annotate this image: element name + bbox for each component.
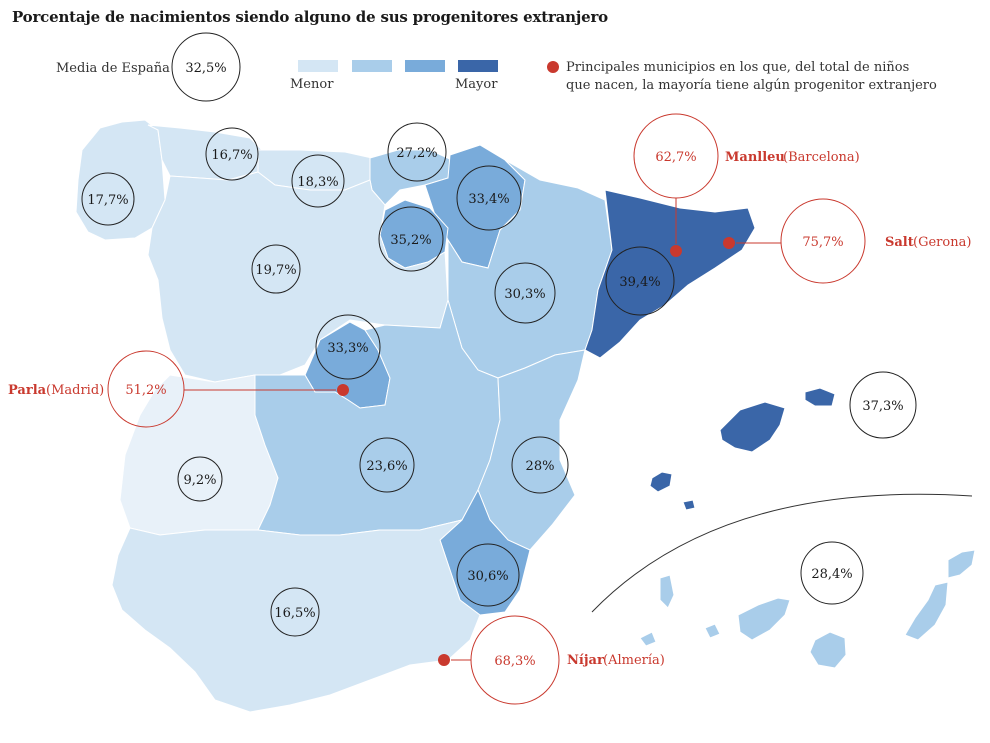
label-navarra: 33,4%: [468, 192, 509, 207]
circle-aragon: [494, 262, 556, 324]
region-valencia: [477, 349, 586, 551]
nijar-value: 68,3%: [494, 654, 535, 669]
nijar-province: (Almería): [603, 653, 665, 668]
region-cataluna: [584, 189, 756, 359]
parla-dot-icon: [337, 384, 349, 396]
region-extremadura: [119, 374, 279, 536]
region-ibiza: [649, 471, 673, 493]
region-menorca: [804, 387, 836, 407]
regions: [75, 119, 976, 713]
label-asturias: 16,7%: [211, 148, 252, 163]
manlleu-value: 62,7%: [655, 150, 696, 165]
circle-navarra: [456, 165, 522, 231]
label-castilla-la-mancha: 23,6%: [366, 459, 407, 474]
legend-swatch-3: [405, 60, 445, 72]
region-mallorca: [719, 401, 786, 453]
callout-salt: 75,7% Salt (Gerona): [723, 198, 971, 284]
average-circle: [171, 32, 241, 102]
label-cantabria: 18,3%: [297, 175, 338, 190]
label-cataluna: 39,4%: [619, 275, 660, 290]
parla-circle: [107, 350, 185, 428]
circle-madrid: [315, 314, 381, 380]
map-title: Porcentaje de nacimientos siendo alguno …: [12, 8, 608, 26]
region-castilla-leon: [147, 171, 449, 383]
label-aragon: 30,3%: [504, 287, 545, 302]
salt-dot-icon: [723, 237, 735, 249]
legend-swatch-1: [298, 60, 338, 72]
label-canarias: 28,4%: [811, 567, 852, 582]
salt-province: (Gerona): [913, 235, 971, 250]
circle-andalucia: [270, 587, 320, 637]
salt-circle: [780, 198, 866, 284]
label-baleares: 37,3%: [862, 399, 903, 414]
region-la-palma: [659, 574, 675, 609]
callout-parla: 51,2% Parla (Madrid): [8, 350, 349, 428]
region-circles: [81, 122, 917, 637]
circle-canarias: [800, 541, 864, 605]
label-la-rioja: 35,2%: [390, 233, 431, 248]
region-fuerteventura: [904, 581, 949, 641]
label-madrid: 33,3%: [327, 341, 368, 356]
region-galicia: [75, 119, 166, 241]
canarias-separator: [591, 493, 973, 613]
region-tenerife: [737, 597, 791, 641]
manlleu-name: Manlleu: [725, 150, 785, 165]
manlleu-province: (Barcelona): [783, 150, 860, 165]
circle-baleares: [849, 371, 917, 439]
region-el-hierro: [639, 631, 657, 647]
legend-swatch-4: [458, 60, 498, 72]
circle-castilla-leon: [251, 244, 301, 294]
label-valencia: 28%: [526, 459, 555, 474]
circle-pais-vasco: [387, 122, 447, 182]
legend-dot-icon: [547, 61, 559, 73]
legend: Media de España 32,5% Menor Mayor Princi…: [56, 32, 937, 102]
average-value: 32,5%: [185, 61, 226, 76]
circle-cataluna: [605, 246, 675, 316]
circle-extremadura: [177, 456, 223, 502]
legend-high-label: Mayor: [455, 77, 498, 92]
region-labels: 17,7% 16,7% 18,3% 27,2% 33,4% 35,2% 19,7…: [87, 146, 903, 621]
manlleu-dot-icon: [670, 245, 682, 257]
parla-province: (Madrid): [46, 383, 104, 398]
label-castilla-leon: 19,7%: [255, 263, 296, 278]
legend-dot-text-1: Principales municipios en los que, del t…: [566, 60, 909, 75]
circle-la-rioja: [378, 206, 444, 272]
region-lanzarote: [947, 549, 976, 579]
region-gomera: [704, 623, 721, 639]
circle-cantabria: [291, 154, 345, 208]
circle-valencia: [511, 436, 569, 494]
label-murcia: 30,6%: [467, 569, 508, 584]
salt-name: Salt: [885, 235, 914, 250]
region-andalucia: [111, 519, 481, 713]
parla-value: 51,2%: [125, 383, 166, 398]
average-label: Media de España: [56, 61, 170, 76]
nijar-dot-icon: [438, 654, 450, 666]
label-pais-vasco: 27,2%: [396, 146, 437, 161]
parla-name: Parla: [8, 383, 47, 398]
label-extremadura: 9,2%: [183, 473, 216, 488]
label-andalucia: 16,5%: [274, 606, 315, 621]
circle-asturias: [205, 127, 259, 181]
region-formentera: [682, 499, 696, 511]
callout-nijar: 68,3% Níjar (Almería): [438, 615, 665, 705]
circle-murcia: [456, 543, 520, 607]
legend-dot-text-2: que nacen, la mayoría tiene algún progen…: [566, 78, 937, 93]
nijar-name: Níjar: [567, 653, 604, 668]
callout-manlleu: 62,7% Manlleu (Barcelona): [633, 113, 860, 257]
circle-galicia: [81, 172, 135, 226]
salt-value: 75,7%: [802, 235, 843, 250]
label-galicia: 17,7%: [87, 193, 128, 208]
legend-low-label: Menor: [290, 77, 334, 92]
region-gran-canaria: [809, 631, 847, 669]
circle-castilla-la-mancha: [359, 437, 415, 493]
legend-swatch-2: [352, 60, 392, 72]
